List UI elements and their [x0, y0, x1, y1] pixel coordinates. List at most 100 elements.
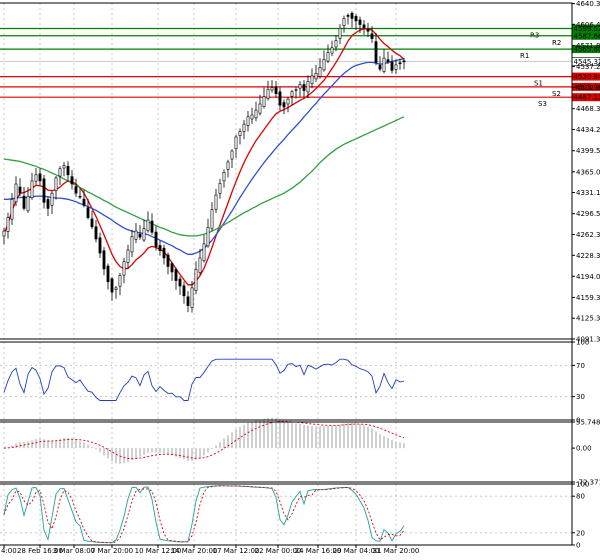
candle-bull: [255, 110, 257, 118]
candle-bull: [239, 131, 241, 135]
pivot-label-s3: S3: [538, 100, 547, 108]
candle-bear: [83, 199, 85, 205]
candle-bull: [223, 172, 225, 180]
candle-bull: [231, 151, 233, 159]
candle-bull: [55, 178, 57, 191]
candle-bull: [115, 288, 117, 290]
candle-bull: [211, 210, 213, 229]
candle-bear: [23, 196, 25, 208]
rsi-tick-label: 70: [576, 362, 585, 370]
candle-bear: [99, 238, 101, 253]
candle-bull: [299, 84, 301, 88]
candle-bear: [347, 15, 349, 16]
y-tick-label: 4365.00: [576, 168, 600, 176]
candle-bull: [243, 124, 245, 131]
candle-bull: [383, 58, 385, 71]
candle-bull: [235, 137, 237, 149]
candle-bull: [199, 258, 201, 273]
candle-bull: [191, 288, 193, 308]
candle-bull: [11, 199, 13, 219]
candle-bull: [335, 40, 337, 46]
candle-bull: [323, 59, 325, 69]
pivot-price-text: 4487.12: [574, 94, 600, 102]
candle-bear: [87, 208, 89, 218]
candle-bear: [183, 286, 185, 296]
y-tick-label: 4537.20: [576, 63, 600, 71]
candle-bull: [15, 184, 17, 202]
candle-bull: [59, 169, 61, 176]
candle-bull: [135, 231, 137, 239]
stochastic-tick-label: 80: [576, 493, 585, 501]
candle-bear: [151, 221, 153, 232]
candle-bull: [207, 227, 209, 245]
y-tick-label: 4331.10: [576, 189, 600, 197]
candle-bear: [175, 270, 177, 281]
pivot-price-text: 4520.84: [574, 73, 600, 81]
pivot-label-r2: R2: [552, 39, 561, 47]
candle-bull: [327, 53, 329, 61]
candle-bear: [139, 234, 141, 237]
candle-bear: [47, 199, 49, 208]
y-tick-label: 4606.40: [576, 21, 600, 29]
candle-bear: [43, 179, 45, 203]
candle-bull: [35, 175, 37, 181]
y-tick-label: 4571.80: [576, 42, 600, 50]
candle-bull: [319, 67, 321, 76]
candle-bull: [331, 48, 333, 53]
candle-bull: [271, 87, 273, 89]
candle-bear: [111, 279, 113, 292]
x-tick-label: 31 Mar 20:00: [373, 547, 420, 555]
candle-bear: [391, 62, 393, 70]
candle-bear: [39, 174, 41, 181]
candle-bear: [355, 16, 357, 21]
candle-bear: [159, 245, 161, 250]
candle-bear: [387, 60, 389, 62]
candle-bull: [395, 65, 397, 69]
candle-bull: [247, 117, 249, 125]
y-tick-label: 4640.30: [576, 0, 600, 8]
candle-bull: [143, 229, 145, 240]
stochastic-tick-label: 0: [576, 542, 580, 550]
candle-bull: [7, 218, 9, 232]
candle-bull: [295, 89, 297, 90]
candle-bull: [123, 262, 125, 276]
y-tick-label: 4296.50: [576, 210, 600, 218]
candle-bull: [343, 18, 345, 25]
candle-bear: [379, 65, 381, 69]
candle-bull: [31, 181, 33, 198]
stochastic-tick-label: 100: [576, 481, 589, 489]
candle-bear: [179, 279, 181, 286]
candle-bull: [307, 81, 309, 92]
candle-bull: [63, 166, 65, 168]
candle-bear: [351, 13, 353, 18]
candle-bear: [107, 266, 109, 282]
candle-bull: [219, 183, 221, 193]
candle-bear: [279, 92, 281, 105]
y-tick-label: 4502.90: [576, 84, 600, 92]
y-tick-label: 4159.30: [576, 294, 600, 302]
candle-bull: [127, 250, 129, 262]
candle-bull: [215, 195, 217, 209]
candle-bear: [171, 263, 173, 271]
candle-bear: [399, 63, 401, 64]
candle-bear: [187, 297, 189, 306]
candle-bear: [19, 187, 21, 193]
candle-bear: [155, 232, 157, 247]
rsi-tick-label: 100: [576, 339, 589, 347]
candle-bull: [263, 97, 265, 107]
candle-bear: [103, 251, 105, 269]
candle-bull: [131, 237, 133, 252]
candle-bear: [375, 42, 377, 63]
candle-bull: [339, 28, 341, 38]
candle-bear: [403, 61, 405, 62]
y-tick-label: 4194.00: [576, 273, 600, 281]
candle-bull: [259, 104, 261, 113]
candle-bear: [283, 103, 285, 107]
candle-bear: [303, 85, 305, 91]
candle-bear: [363, 25, 365, 28]
candle-bull: [311, 76, 313, 84]
x-tick-label: 4:00: [1, 547, 17, 555]
candle-bull: [195, 270, 197, 291]
candle-bull: [315, 73, 317, 78]
